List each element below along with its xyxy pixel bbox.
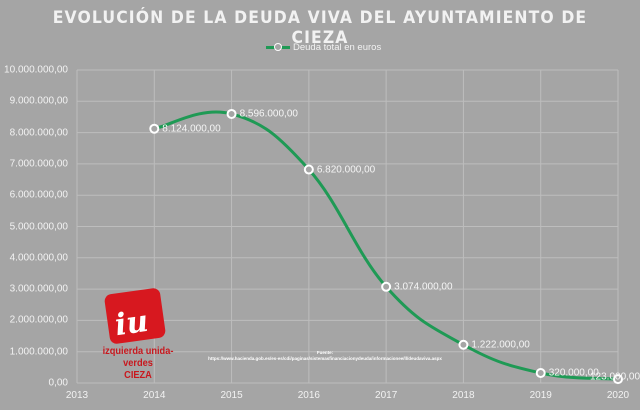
source-label: Fuente: <box>316 350 334 355</box>
x-tick-label: 2018 <box>452 390 475 401</box>
data-point-marker-icon[interactable] <box>149 123 160 134</box>
data-label: 6.820.000,00 <box>316 164 376 176</box>
legend-line-marker-icon <box>266 42 290 52</box>
y-tick-label: 0,00 <box>48 377 68 389</box>
logo-line2: CIEZA <box>124 369 152 381</box>
source-url: https://www.hacienda.gob.es/es-es/cdi/pa… <box>208 356 442 361</box>
y-tick-label: 10.000.000,00 <box>4 64 68 76</box>
source-note: Fuente: https://www.hacienda.gob.es/es-e… <box>200 350 450 362</box>
y-tick-label: 6.000.000,00 <box>9 189 68 201</box>
x-tick-label: 2016 <box>297 390 320 401</box>
data-point-marker-icon[interactable] <box>381 281 392 292</box>
logo-line1: izquierda unida-verdes <box>102 345 174 369</box>
data-label: 8.596.000,00 <box>239 108 298 120</box>
legend-label: Deuda total en euros <box>293 41 382 53</box>
data-point-marker-icon[interactable] <box>535 367 546 378</box>
data-point-marker-icon[interactable] <box>613 374 623 385</box>
logo-caption: izquierda unida-verdes CIEZA <box>93 345 183 381</box>
data-label: 123.000,00 <box>590 371 640 383</box>
y-tick-label: 9.000.000,00 <box>9 95 68 107</box>
y-tick-label: 1.000.000,00 <box>9 346 68 358</box>
y-tick-label: 7.000.000,00 <box>9 158 68 170</box>
x-tick-label: 2020 <box>606 390 630 401</box>
x-tick-label: 2017 <box>375 390 398 401</box>
y-tick-label: 2.000.000,00 <box>9 314 68 326</box>
logo-mark: iu <box>112 303 151 344</box>
x-tick-label: 2013 <box>65 390 89 401</box>
data-point-marker-icon[interactable] <box>303 164 314 175</box>
data-label: 1.222.000,00 <box>471 339 530 351</box>
data-point-marker-icon[interactable] <box>458 339 469 350</box>
x-tick-label: 2019 <box>529 390 552 401</box>
y-tick-label: 8.000.000,00 <box>9 127 68 139</box>
x-tick-label: 2015 <box>220 390 243 401</box>
data-point-marker-icon[interactable] <box>226 108 237 119</box>
chart-title: EVOLUCIÓN DE LA DEUDA VIVA DEL AYUNTAMIE… <box>52 8 588 48</box>
y-tick-label: 5.000.000,00 <box>9 221 68 232</box>
data-label: 3.074.000,00 <box>394 281 453 293</box>
x-tick-label: 2014 <box>143 390 166 401</box>
legend: Deuda total en euros <box>266 40 381 54</box>
y-tick-label: 3.000.000,00 <box>9 283 68 295</box>
y-tick-label: 4.000.000,00 <box>9 252 68 264</box>
data-label: 320.000,00 <box>548 367 599 379</box>
data-label: 8.124.000,00 <box>162 123 221 135</box>
